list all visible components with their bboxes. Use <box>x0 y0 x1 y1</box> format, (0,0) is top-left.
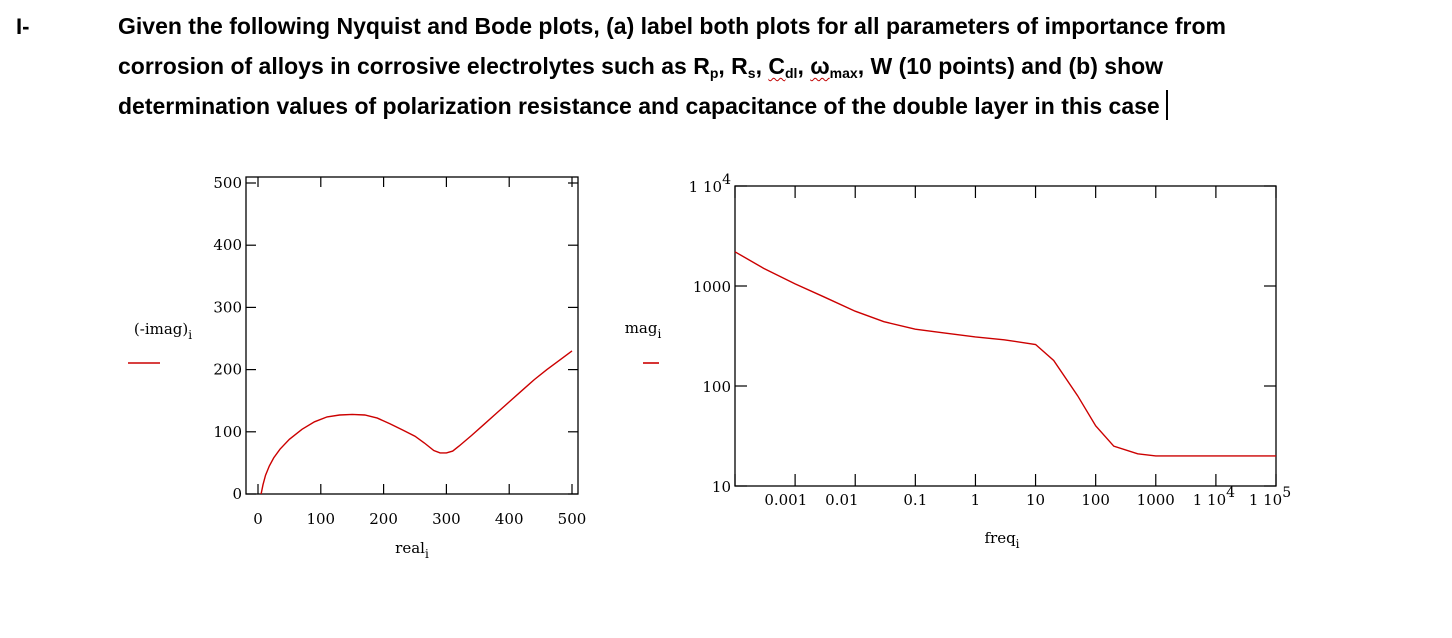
nyquist-curve <box>260 350 573 495</box>
bode-y-tick-label: 100 <box>702 378 731 396</box>
bode-y-tick-label: 10 <box>712 478 731 496</box>
bode-y-tick-label: 1000 <box>693 278 731 296</box>
cdl-subscript: dl <box>784 65 798 81</box>
nyquist-x-tick-label: 0 <box>253 510 263 528</box>
omega-max-term: ωmax <box>810 53 858 81</box>
nyquist-y-tick-label: 100 <box>213 423 242 441</box>
nyquist-y-tick-label: 500 <box>213 174 242 192</box>
cdl-term: Cdl <box>768 53 798 81</box>
separator-1: , R <box>718 53 748 79</box>
nyquist-x-tick-label: 200 <box>369 510 398 528</box>
nyquist-x-tick-label: 400 <box>495 510 524 528</box>
omega-main: ω <box>810 53 830 79</box>
bode-curve <box>734 251 1276 457</box>
bode-x-tick-label: 0.1 <box>903 491 927 509</box>
bode-x-tick-label: 1 <box>971 491 981 509</box>
bode-x-tick-label: 1 104 <box>1193 485 1235 509</box>
question-line-2-start: corrosion of alloys in corrosive electro… <box>118 53 710 79</box>
nyquist-y-axis-label: (-imag)i <box>134 320 192 342</box>
question-line-1: Given the following Nyquist and Bode plo… <box>118 13 1226 39</box>
bode-x-tick-label: 1000 <box>1137 491 1175 509</box>
bode-y-axis-label: magi <box>625 319 662 341</box>
nyquist-y-tick-label: 300 <box>213 298 242 316</box>
question-number: I- <box>16 14 30 39</box>
cdl-main: C <box>768 53 785 79</box>
question-line-2-end: , W (10 points) and (b) show <box>857 53 1164 79</box>
nyquist-x-tick-label: 100 <box>306 510 335 528</box>
separator-3: , <box>797 53 811 79</box>
question-line-3: determination values of polarization res… <box>118 86 1438 126</box>
nyquist-x-axis-label: reali <box>395 539 429 561</box>
question-text: Given the following Nyquist and Bode plo… <box>118 6 1438 126</box>
bode-x-tick-label: 0.01 <box>825 491 858 509</box>
text-cursor <box>1165 90 1168 120</box>
nyquist-y-tick-label: 200 <box>213 361 242 379</box>
omega-subscript: max <box>829 65 858 81</box>
bode-x-tick-label: 100 <box>1081 491 1110 509</box>
question-line-2: corrosion of alloys in corrosive electro… <box>118 46 1438 86</box>
bode-plot-frame <box>734 185 1277 487</box>
nyquist-y-tick-label: 0 <box>232 485 242 503</box>
nyquist-plot-frame <box>245 176 579 495</box>
nyquist-y-tick-label: 400 <box>213 236 242 254</box>
rp-subscript: p <box>709 65 719 81</box>
bode-x-tick-label: 0.001 <box>764 491 807 509</box>
nyquist-x-tick-label: 500 <box>558 510 587 528</box>
bode-x-tick-label: 1 105 <box>1249 485 1291 509</box>
bode-x-axis-label: freqi <box>984 529 1019 551</box>
nyquist-x-tick-label: 300 <box>432 510 461 528</box>
separator-2: , <box>755 53 769 79</box>
rs-subscript: s <box>747 65 756 81</box>
bode-x-tick-label: 10 <box>1026 491 1045 509</box>
question-line-3-text: determination values of polarization res… <box>118 93 1160 119</box>
bode-y-tick-label: 1 104 <box>689 172 731 196</box>
